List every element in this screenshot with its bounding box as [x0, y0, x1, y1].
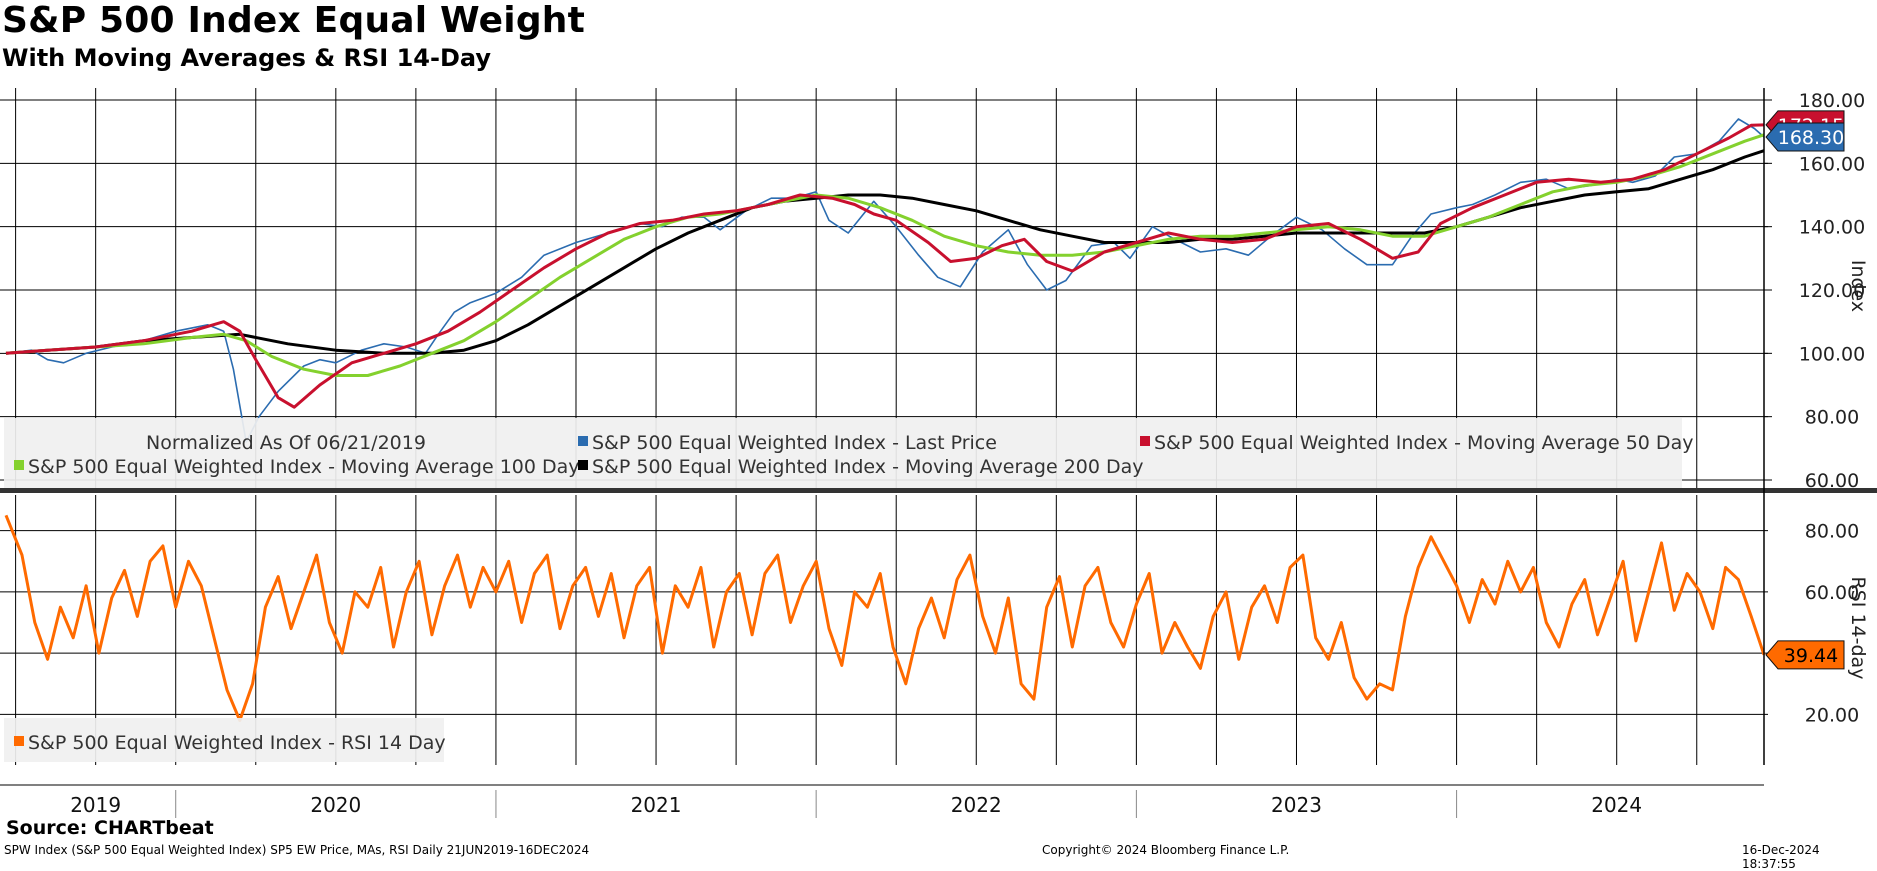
y-tick-label-rsi: 60.00 [1805, 582, 1859, 604]
axes: 180.00 160.00 140.00 120.00 100.00 80.00 60.00… [0, 88, 1877, 818]
series-line-s-p-500-equal-weighted-index-moving-average-200-day [5, 149, 1765, 355]
legend-ma200-swatch [578, 460, 588, 470]
x-tick-label-year: 2024 [1591, 793, 1642, 817]
x-tick-label-year: 2021 [631, 793, 682, 817]
y-tick-label-price: 80.00 [1805, 407, 1859, 429]
tag-rsi-shape [1765, 640, 1845, 670]
rsi-lines [4, 514, 1766, 722]
legend-last-price-label: S&P 500 Equal Weighted Index - Last Pric… [592, 432, 997, 454]
legend-box-price [4, 418, 1682, 488]
normalized-note: Normalized As Of 06/21/2019 [146, 432, 426, 454]
x-tick-label-year: 2019 [70, 793, 121, 817]
footer-timestamp: 16-Dec-2024 18:37:55 [1742, 843, 1820, 871]
legend-ma200-label: S&P 500 Equal Weighted Index - Moving Av… [592, 456, 1144, 478]
y-axis-title-price: Index [1847, 260, 1869, 312]
footer-copyright: Copyright© 2024 Bloomberg Finance L.P. [1042, 843, 1290, 857]
legend-box-rsi [4, 718, 444, 762]
source-label: Source: CHARTbeat [6, 817, 214, 839]
x-tick-label-year: 2020 [310, 793, 361, 817]
y-tick-label-price: 180.00 [1799, 90, 1865, 112]
chart-title: S&P 500 Index Equal Weight [2, 0, 586, 41]
x-tick-label-year: 2022 [951, 793, 1002, 817]
y-tick-label-price: 120.00 [1799, 280, 1865, 302]
y-tick-label-price: 100.00 [1799, 343, 1865, 365]
legend-ma100-label: S&P 500 Equal Weighted Index - Moving Av… [28, 456, 580, 478]
series-line-s-p-500-equal-weighted-index-rsi-14-day [4, 514, 1766, 722]
y-tick-label-price: 160.00 [1799, 153, 1865, 175]
tag-last-price-text: 168.30 [1778, 127, 1844, 149]
y-tick-label-price: 140.00 [1799, 217, 1865, 239]
price-lines [5, 118, 1765, 443]
y-tick-label-rsi: 20.00 [1805, 704, 1859, 726]
series-line-s-p-500-equal-weighted-index-last-price [5, 118, 1765, 443]
legend-ma50-label: S&P 500 Equal Weighted Index - Moving Av… [1154, 432, 1693, 454]
legend-ma100-swatch [14, 460, 24, 470]
series-line-s-p-500-equal-weighted-index-moving-average-50-day [5, 123, 1765, 409]
legend-rsi-label: S&P 500 Equal Weighted Index - RSI 14 Da… [28, 732, 446, 754]
x-tick-label-year: 2023 [1271, 793, 1322, 817]
tag-last-price-shape [1765, 122, 1845, 152]
y-tick-label-price: 60.00 [1805, 470, 1859, 492]
y-axis-title-rsi: RSI 14-day [1847, 577, 1869, 680]
tag-rsi-text: 39.44 [1784, 645, 1838, 667]
chart-subtitle: With Moving Averages & RSI 14-Day [2, 44, 491, 72]
tag-rsi: 39.44 [1765, 640, 1845, 670]
legend-ma50-swatch [1140, 436, 1150, 446]
legend-last-price-swatch [578, 436, 588, 446]
legend-rsi-swatch [14, 736, 24, 746]
panel-separator [0, 488, 1877, 493]
legends: Normalized As Of 06/21/2019 S&P 500 Equal… [4, 418, 1693, 762]
y-tick-label-rsi: 80.00 [1805, 521, 1859, 543]
tag-last-price: 168.30 [1765, 122, 1845, 152]
footer-description: SPW Index (S&P 500 Equal Weighted Index)… [4, 843, 590, 857]
